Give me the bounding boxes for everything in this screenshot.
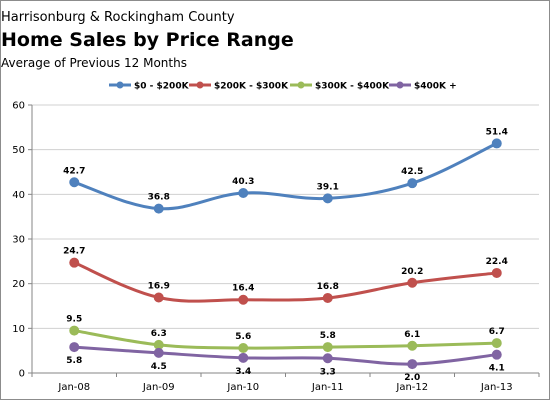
data-label: 39.1 xyxy=(317,182,339,192)
x-axis-ticks: Jan-08 Jan-09 Jan-10 Jan-11 Jan-12 Jan-13 xyxy=(57,382,512,393)
x-tick-label: Jan-08 xyxy=(57,382,90,393)
data-label: 16.4 xyxy=(232,284,254,294)
data-label: 2.0 xyxy=(404,373,420,383)
data-label: 36.8 xyxy=(148,193,170,203)
series-line xyxy=(74,345,497,366)
data-point xyxy=(153,292,164,303)
x-tick-label: Jan-09 xyxy=(142,382,175,393)
data-label: 3.3 xyxy=(320,367,336,377)
data-point xyxy=(153,203,164,214)
y-tick-label: 10 xyxy=(12,324,25,335)
data-point xyxy=(238,342,249,353)
data-label: 40.3 xyxy=(232,177,254,187)
data-point xyxy=(69,257,80,268)
series-group: 42.7 36.8 40.3 39.1 42.5 51.4 24.7 16.9 16.4 16.8… xyxy=(63,127,508,383)
data-point xyxy=(238,352,249,363)
y-axis-ticks: 0 10 20 30 40 50 60 xyxy=(12,101,25,380)
legend-marker xyxy=(396,81,404,89)
data-point xyxy=(407,340,418,351)
legend-marker xyxy=(116,81,124,89)
data-label: 6.7 xyxy=(489,327,505,337)
y-tick-label: 0 xyxy=(19,369,25,380)
legend: $0 - $200K $200K - $300K $300K - $400K $400… xyxy=(109,81,457,92)
data-label: 6.3 xyxy=(151,329,167,339)
data-label: 51.4 xyxy=(486,127,508,137)
series-line xyxy=(73,261,497,303)
y-tick-label: 40 xyxy=(12,190,25,201)
data-point xyxy=(69,177,80,188)
x-tick-label: Jan-13 xyxy=(480,382,513,393)
data-point xyxy=(153,347,164,358)
legend-marker xyxy=(297,81,305,89)
data-point xyxy=(407,277,418,288)
series-3: 5.8 4.5 3.4 3.3 2.0 4.1 xyxy=(66,342,505,383)
x-tick-label: Jan-11 xyxy=(311,382,344,393)
legend-label: $400K + xyxy=(414,82,457,92)
gridlines xyxy=(32,104,539,329)
data-point xyxy=(69,325,80,336)
data-label: 5.8 xyxy=(320,331,336,341)
x-tick-label: Jan-12 xyxy=(395,382,428,393)
series-0: 42.7 36.8 40.3 39.1 42.5 51.4 xyxy=(63,127,508,214)
data-point xyxy=(322,342,333,353)
series-line xyxy=(73,142,498,211)
data-point xyxy=(407,359,418,370)
data-point xyxy=(491,138,502,149)
legend-label: $0 - $200K xyxy=(134,82,190,92)
y-tick-label: 60 xyxy=(12,101,25,112)
data-label: 4.1 xyxy=(489,364,505,374)
x-tick-label: Jan-10 xyxy=(226,382,259,393)
data-point xyxy=(238,187,249,198)
data-label: 5.8 xyxy=(66,356,82,366)
legend-item-0: $0 - $200K xyxy=(109,81,190,92)
data-label: 22.4 xyxy=(486,257,508,267)
series-line xyxy=(73,329,497,350)
data-point xyxy=(322,353,333,364)
data-label: 16.9 xyxy=(148,282,170,292)
data-point xyxy=(238,294,249,305)
data-label: 16.8 xyxy=(317,282,339,292)
legend-label: $300K - $400K xyxy=(315,82,390,92)
chart-title: Home Sales by Price Range xyxy=(1,29,294,51)
y-tick-label: 30 xyxy=(12,235,25,246)
series-2: 9.5 6.3 5.6 5.8 6.1 6.7 xyxy=(66,315,505,353)
data-label: 42.5 xyxy=(401,167,423,177)
data-point xyxy=(491,267,502,278)
data-point xyxy=(322,292,333,303)
data-label: 24.7 xyxy=(63,247,85,257)
chart-subtitle: Average of Previous 12 Months xyxy=(1,56,187,70)
data-label: 6.1 xyxy=(404,330,420,340)
chart-supertitle: Harrisonburg & Rockingham County xyxy=(1,10,235,25)
legend-label: $200K - $300K xyxy=(214,82,289,92)
legend-item-3: $400K + xyxy=(389,81,457,92)
data-label: 42.7 xyxy=(63,166,85,176)
data-label: 20.2 xyxy=(401,267,423,277)
data-point xyxy=(491,349,502,360)
series-1: 24.7 16.9 16.4 16.8 20.2 22.4 xyxy=(63,247,508,305)
axes xyxy=(28,104,540,377)
data-label: 4.5 xyxy=(151,362,167,372)
data-label: 9.5 xyxy=(66,315,82,325)
data-label: 5.6 xyxy=(235,332,251,342)
data-point xyxy=(69,342,80,353)
y-tick-label: 20 xyxy=(12,279,25,290)
legend-item-2: $300K - $400K xyxy=(290,81,390,92)
legend-item-1: $200K - $300K xyxy=(189,81,289,92)
legend-marker xyxy=(196,81,204,89)
data-point xyxy=(407,178,418,189)
data-point xyxy=(322,193,333,204)
data-point xyxy=(491,338,502,349)
y-tick-label: 50 xyxy=(12,145,25,156)
data-label: 3.4 xyxy=(235,367,251,377)
